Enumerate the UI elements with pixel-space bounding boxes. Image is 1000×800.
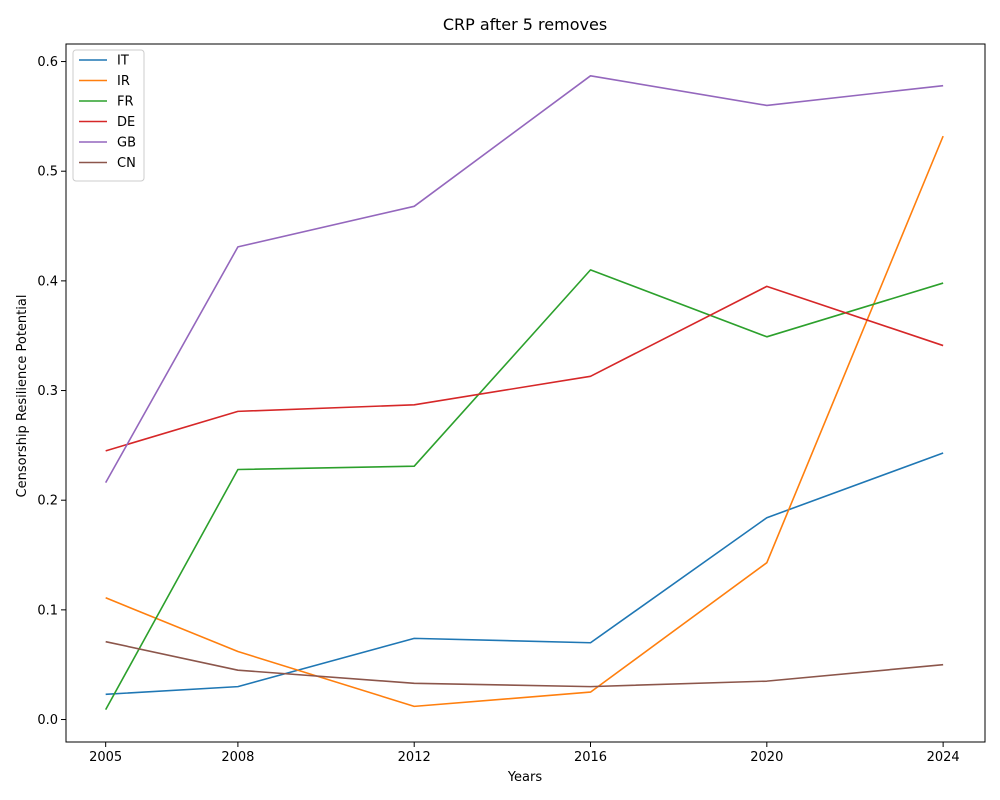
legend-label-it: IT bbox=[117, 54, 129, 69]
legend-label-de: DE bbox=[117, 115, 135, 130]
series-line-ir bbox=[105, 135, 944, 708]
x-axis: 2005 2008 2012 2016 2020 2024 bbox=[89, 742, 960, 765]
y-tick-label: 0.1 bbox=[37, 603, 58, 618]
chart-title: CRP after 5 removes bbox=[443, 15, 607, 34]
x-tick-label: 2005 bbox=[89, 750, 122, 765]
series-line-gb bbox=[104, 75, 944, 484]
legend-label-cn: CN bbox=[117, 156, 136, 171]
x-tick-label: 2012 bbox=[398, 750, 431, 765]
x-tick-label: 2024 bbox=[927, 750, 960, 765]
legend-box bbox=[72, 49, 145, 182]
x-tick-label: 2016 bbox=[574, 750, 607, 765]
x-axis-label: Years bbox=[507, 770, 543, 785]
y-axis: 0.0 0.1 0.2 0.3 0.4 0.5 0.6 bbox=[37, 55, 66, 728]
y-tick-label: 0.0 bbox=[37, 713, 58, 728]
x-tick-label: 2020 bbox=[750, 750, 783, 765]
series-lines bbox=[104, 75, 944, 711]
legend-label-fr: FR bbox=[117, 95, 134, 110]
y-tick-label: 0.2 bbox=[37, 494, 58, 509]
series-line-cn bbox=[105, 640, 944, 688]
x-tick-label: 2008 bbox=[221, 750, 254, 765]
legend: IT IR FR DE GB CN bbox=[72, 49, 145, 182]
legend-label-ir: IR bbox=[117, 74, 130, 89]
y-axis-label: Censorship Resilience Potential bbox=[15, 295, 30, 498]
series-line-de bbox=[105, 285, 944, 452]
y-tick-label: 0.6 bbox=[37, 55, 58, 70]
y-tick-label: 0.5 bbox=[37, 165, 58, 180]
plot-frame bbox=[65, 43, 986, 743]
y-tick-label: 0.3 bbox=[37, 384, 58, 399]
legend-label-gb: GB bbox=[117, 136, 136, 151]
y-tick-label: 0.4 bbox=[37, 274, 58, 289]
series-line-fr bbox=[104, 269, 944, 711]
series-line-it bbox=[105, 452, 944, 696]
